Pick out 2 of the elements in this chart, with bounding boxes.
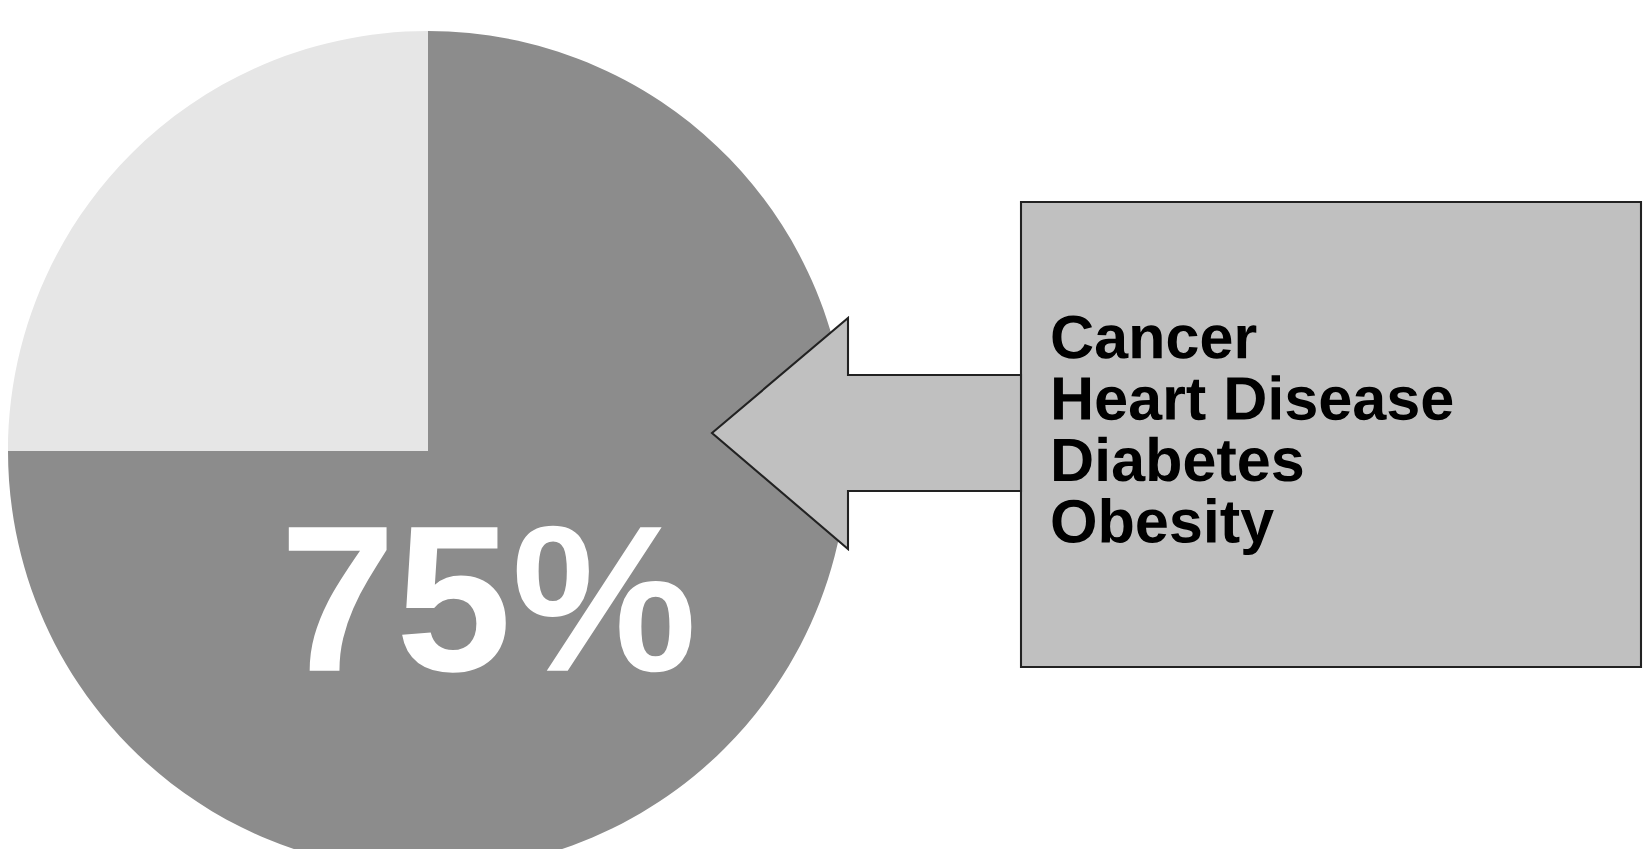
text: Cancer Heart Disease Diabetes Obesity bbox=[1052, 315, 1453, 556]
data-label: 75% bbox=[288, 525, 692, 673]
